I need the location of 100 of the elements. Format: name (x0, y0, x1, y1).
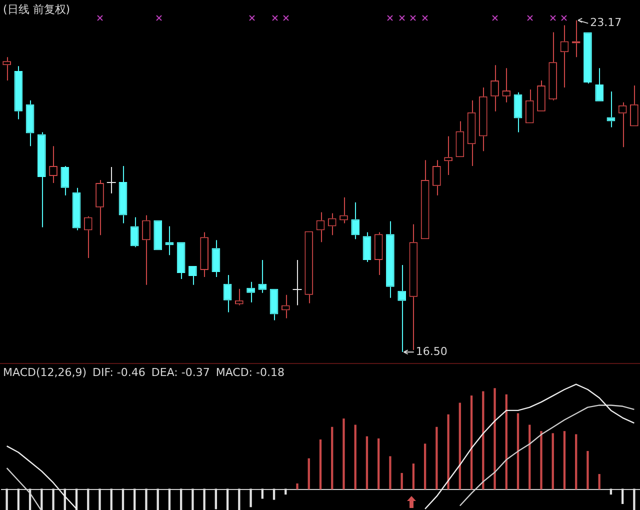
candlestick (130, 216, 139, 248)
candlestick (606, 90, 616, 128)
candlestick (456, 120, 464, 158)
bar (331, 426, 334, 490)
candlestick (548, 32, 558, 101)
bar (250, 488, 252, 508)
bar (470, 395, 473, 490)
bar (516, 413, 520, 490)
bar (354, 424, 356, 490)
candlestick (200, 232, 208, 278)
bar (400, 472, 403, 490)
text: MACD: -0.18 (216, 366, 284, 379)
candlestick (362, 232, 372, 263)
bar (52, 488, 54, 510)
candlestick (514, 92, 522, 133)
candlestick (351, 202, 360, 240)
candlestick (212, 240, 220, 278)
candlestick (386, 220, 394, 298)
candlestick (142, 214, 150, 286)
chart-title: MACD(12,26,9) (3, 366, 87, 379)
candlestick (478, 86, 488, 152)
bar (366, 436, 368, 490)
bar (552, 433, 554, 490)
bar (621, 488, 624, 504)
chart-title: (日线 前复权) (3, 3, 70, 16)
candlestick (304, 231, 314, 304)
bar (494, 388, 496, 490)
bar (40, 488, 43, 510)
candlestick (106, 166, 116, 194)
candlestick (270, 288, 278, 321)
bar (87, 488, 90, 510)
candlestick (258, 260, 267, 294)
candlestick (60, 166, 70, 196)
bar (296, 483, 298, 490)
text: DEA: -0.37 (151, 366, 210, 379)
bar (412, 464, 415, 490)
bar (528, 424, 531, 490)
bar (505, 394, 508, 490)
bar (319, 439, 322, 490)
bar (284, 488, 287, 495)
candlestick (374, 232, 383, 276)
candlestick (340, 196, 348, 224)
bar (261, 488, 264, 499)
bar (540, 431, 542, 490)
text: DIF: -0.46 (92, 366, 146, 379)
candlestick (176, 242, 186, 280)
candlestick (432, 160, 441, 196)
bar (168, 488, 171, 510)
bar (110, 488, 112, 510)
bar (17, 488, 20, 510)
bar (75, 488, 78, 510)
bar (633, 488, 636, 510)
candlestick (467, 100, 476, 167)
candlestick (2, 56, 11, 81)
bar (156, 488, 159, 510)
bar (436, 426, 438, 490)
candlestick (537, 80, 546, 112)
bar (586, 450, 589, 490)
bar (134, 488, 136, 510)
bar (308, 458, 310, 490)
candlestick (420, 160, 430, 240)
candlestick (444, 136, 452, 176)
bar (378, 438, 380, 490)
bar (203, 488, 206, 510)
bar (447, 414, 450, 490)
candlestick (292, 260, 302, 306)
candlestick (14, 66, 23, 120)
bar (214, 488, 218, 510)
annotation: 23.17 (590, 16, 622, 30)
bar (575, 434, 578, 490)
bar (122, 488, 124, 510)
candlestick (234, 288, 244, 306)
candlestick (26, 100, 34, 147)
bar (424, 444, 426, 490)
bar (598, 474, 600, 490)
candlestick (490, 64, 499, 112)
bar (98, 488, 101, 510)
candlestick (72, 187, 81, 231)
candlestick (118, 166, 128, 224)
bar (563, 431, 566, 490)
bar (342, 418, 345, 490)
bar (226, 488, 229, 510)
candlestick (409, 224, 418, 351)
candlestick (525, 88, 534, 124)
bar (192, 488, 194, 510)
bar (180, 488, 182, 510)
candlestick (165, 226, 174, 256)
candlestick (281, 294, 290, 319)
candlestick (223, 274, 232, 313)
candlestick (595, 68, 604, 102)
bar (238, 488, 240, 510)
bar (6, 488, 8, 510)
bar (145, 488, 148, 510)
candlestick (96, 179, 104, 236)
candlestick (584, 32, 592, 84)
annotation: 16.50 (416, 344, 448, 358)
bar (389, 456, 392, 490)
bar (272, 488, 276, 500)
candlestick (37, 132, 46, 228)
candlestick (246, 281, 255, 303)
